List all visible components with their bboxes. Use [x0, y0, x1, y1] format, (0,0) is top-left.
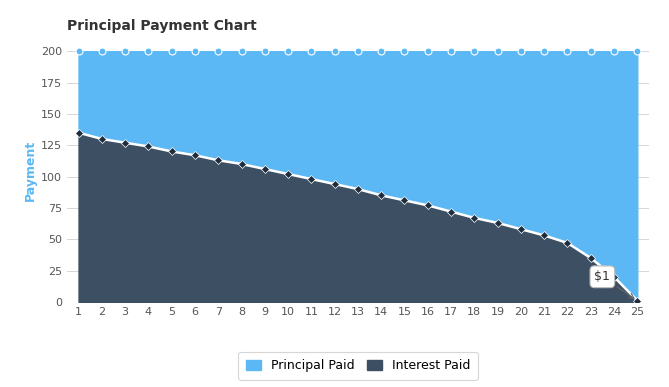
Y-axis label: Payment: Payment	[23, 140, 37, 201]
Legend: Principal Paid, Interest Paid: Principal Paid, Interest Paid	[238, 352, 478, 380]
Text: Principal Payment Chart: Principal Payment Chart	[67, 19, 257, 33]
Text: $1: $1	[595, 270, 634, 298]
